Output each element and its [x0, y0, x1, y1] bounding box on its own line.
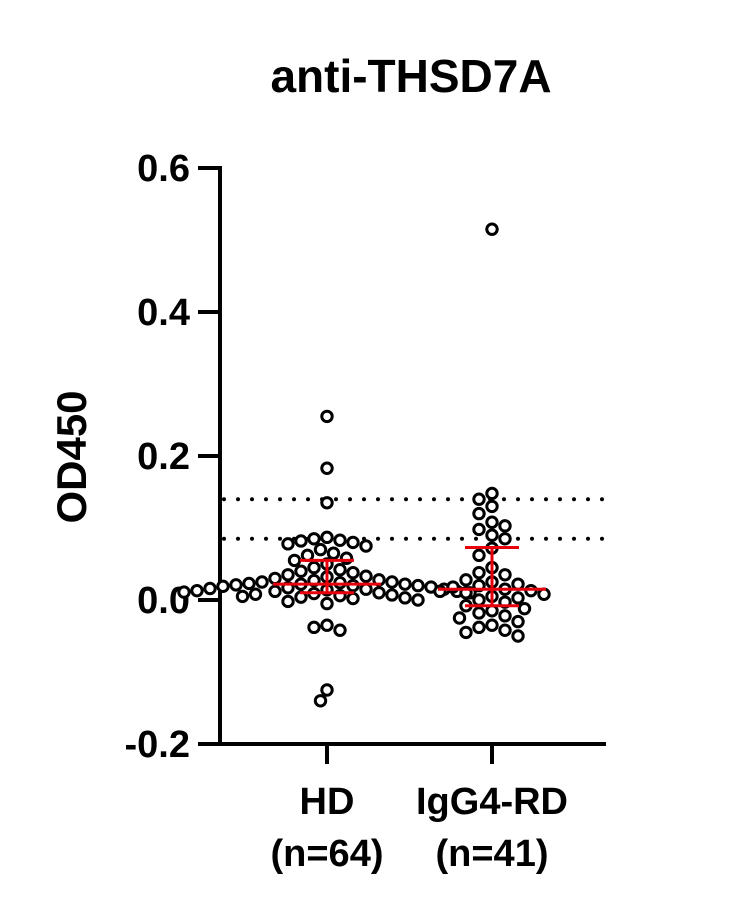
- data-point: [385, 575, 399, 589]
- data-point: [307, 532, 321, 546]
- data-point: [472, 522, 486, 537]
- data-points: [177, 222, 551, 708]
- data-point: [385, 588, 399, 602]
- data-point: [281, 568, 295, 582]
- data-point: [459, 573, 473, 587]
- data-point: [511, 591, 525, 605]
- data-point: [472, 492, 486, 506]
- data-point: [203, 581, 217, 596]
- data-point: [411, 593, 425, 607]
- data-point: [248, 587, 263, 601]
- data-point: [346, 565, 360, 580]
- data-point: [498, 609, 512, 623]
- data-point: [459, 625, 473, 640]
- data-point: [229, 578, 243, 592]
- data-point: [320, 596, 334, 611]
- data-point: [517, 601, 532, 616]
- data-point: [485, 528, 499, 542]
- data-point: [320, 618, 334, 632]
- data-point: [333, 533, 347, 547]
- data-point: [485, 515, 499, 529]
- summary-bars: [273, 545, 546, 608]
- data-point: [320, 409, 334, 424]
- data-point: [485, 486, 499, 501]
- data-point: [281, 537, 295, 551]
- category-labels: HD (n=64) IgG4-RD (n=41): [271, 781, 568, 875]
- data-point: [320, 683, 334, 697]
- data-point: [268, 584, 282, 599]
- data-point: [307, 560, 321, 575]
- axes: -0.20.00.20.40.6: [125, 148, 606, 766]
- data-point: [313, 542, 328, 557]
- data-point: [294, 564, 308, 578]
- data-point: [485, 222, 499, 236]
- data-point: [320, 496, 334, 510]
- data-point: [346, 591, 360, 606]
- data-point: [511, 614, 525, 629]
- data-point: [333, 563, 347, 577]
- category-count-label: (n=64): [271, 833, 384, 875]
- data-point: [472, 620, 486, 635]
- cutoff-lines: [222, 497, 608, 541]
- data-point: [472, 593, 486, 607]
- y-tick-label: -0.2: [125, 724, 190, 766]
- data-point: [281, 594, 295, 609]
- data-point: [498, 568, 512, 582]
- data-point: [511, 629, 525, 643]
- category-count-label: (n=41): [436, 833, 549, 875]
- category-label: IgG4-RD: [416, 781, 568, 823]
- data-point: [190, 583, 204, 598]
- data-point: [398, 591, 412, 605]
- chart-title: anti-THSD7A: [270, 50, 551, 102]
- data-point: [320, 461, 334, 475]
- data-point: [498, 532, 512, 546]
- data-point: [268, 571, 282, 586]
- data-point: [411, 578, 425, 593]
- data-point: [472, 606, 486, 620]
- category-label: HD: [300, 781, 355, 823]
- y-tick-label: 0.2: [137, 436, 190, 478]
- data-point: [320, 530, 334, 545]
- data-point: [498, 623, 512, 637]
- data-point: [372, 586, 386, 600]
- data-point: [346, 535, 360, 550]
- data-point: [452, 611, 467, 625]
- y-axis-label: OD450: [48, 390, 95, 523]
- data-point: [255, 575, 269, 589]
- data-point: [235, 589, 250, 604]
- data-point: [472, 506, 486, 521]
- data-point: [485, 499, 499, 514]
- data-point: [313, 694, 328, 708]
- data-point: [307, 620, 321, 635]
- data-point: [326, 546, 341, 560]
- data-point: [333, 623, 347, 637]
- data-point: [294, 534, 308, 548]
- data-point: [216, 579, 230, 594]
- y-tick-label: 0.4: [137, 292, 190, 334]
- data-point: [242, 576, 256, 591]
- y-tick-label: 0.6: [137, 148, 190, 190]
- data-point: [287, 553, 302, 568]
- data-point: [498, 519, 512, 533]
- data-point: [485, 618, 499, 632]
- data-point: [177, 585, 191, 599]
- data-point: [472, 565, 486, 580]
- data-point: [398, 577, 412, 591]
- data-point: [359, 539, 373, 553]
- data-point: [359, 569, 373, 583]
- data-point: [472, 548, 486, 563]
